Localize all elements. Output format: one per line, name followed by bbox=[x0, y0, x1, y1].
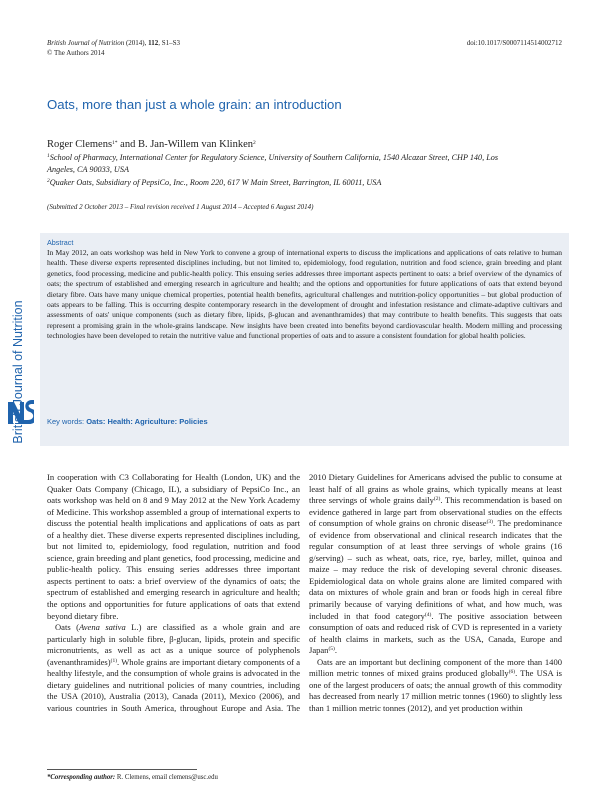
text-run: . Whole grains are important dietary com… bbox=[47, 472, 562, 713]
text-run: . The positive association between consu… bbox=[309, 610, 562, 656]
text-run: Roger Clemens bbox=[47, 139, 113, 150]
text-run: Oats are an important but declining comp… bbox=[309, 656, 562, 679]
text-run: L.) are classified as a whole grain and … bbox=[47, 622, 300, 667]
superscript: (4) bbox=[424, 611, 432, 618]
keywords: Key words: Oats: Health: Agriculture: Po… bbox=[47, 417, 208, 426]
affiliation: 2Quaker Oats, Subsidiary of PepsiCo, Inc… bbox=[47, 177, 517, 189]
text-run: , S1–S3 bbox=[158, 39, 181, 47]
authors: Roger Clemens1* and B. Jan-Willem van Kl… bbox=[47, 139, 256, 150]
body-text: In cooperation with C3 Collaborating for… bbox=[47, 472, 562, 724]
superscript: 2 bbox=[47, 178, 50, 184]
superscript: (6) bbox=[508, 669, 516, 676]
superscript: (5) bbox=[328, 646, 335, 653]
text-run: In cooperation with C3 Collaborating for… bbox=[47, 472, 300, 621]
superscript: (1) bbox=[110, 657, 118, 664]
journal-logo bbox=[8, 400, 34, 424]
keywords-value: Oats: Health: Agriculture: Policies bbox=[86, 417, 208, 426]
superscript: 2 bbox=[253, 140, 256, 146]
paragraph: In cooperation with C3 Collaborating for… bbox=[47, 472, 300, 622]
text-run: and B. Jan-Willem van Klinken bbox=[117, 139, 253, 150]
bold-run: 112 bbox=[148, 39, 159, 47]
text-run: Oats ( bbox=[55, 622, 79, 633]
text-run: . The predominance of evidence from obse… bbox=[309, 518, 562, 621]
text-run: . The USA is one of the largest producer… bbox=[309, 668, 562, 713]
superscript: 1 bbox=[47, 153, 50, 159]
submission-dates: (Submitted 2 October 2013 – Final revisi… bbox=[47, 203, 314, 211]
doi: doi:10.1017/S0007114514002712 bbox=[466, 39, 562, 47]
abstract-heading: Abstract bbox=[47, 238, 74, 247]
text-run: (2014), bbox=[124, 39, 149, 47]
bold-run: *Corresponding author: bbox=[47, 774, 116, 781]
superscript: (3) bbox=[486, 519, 494, 526]
text-run: . This recommendation is based on eviden… bbox=[309, 495, 562, 529]
text-run: R. Clemens, email clemens@usc.edu bbox=[115, 774, 218, 781]
text-run: . bbox=[334, 645, 338, 656]
paragraph: Oats (Avena sativa L.) are classified as… bbox=[47, 472, 562, 724]
paragraph: Oats are an important but declining comp… bbox=[309, 657, 562, 715]
text-run: School of Pharmacy, International Center… bbox=[47, 153, 499, 174]
text-run: Quaker Oats, Subsidiary of PepsiCo, Inc.… bbox=[49, 178, 382, 187]
keywords-label: Key words: bbox=[47, 417, 85, 426]
running-header: British Journal of Nutrition (2014), 112… bbox=[47, 39, 180, 58]
footnote: *Corresponding author: R. Clemens, email… bbox=[47, 774, 218, 781]
affiliation: 1School of Pharmacy, International Cente… bbox=[47, 152, 517, 175]
superscript: (2) bbox=[433, 496, 441, 503]
sidebar: British Journal of Nutrition bbox=[8, 300, 34, 444]
footnote-rule bbox=[47, 769, 197, 770]
italic-run: Avena sativa bbox=[78, 622, 126, 633]
article-title: Oats, more than just a whole grain: an i… bbox=[47, 97, 342, 112]
copyright: © The Authors 2014 bbox=[47, 48, 105, 57]
abstract-text: In May 2012, an oats workshop was held i… bbox=[47, 248, 562, 341]
abstract-box bbox=[40, 233, 569, 446]
citation: British Journal of Nutrition (2014), 112… bbox=[47, 39, 180, 49]
italic-run: British Journal of Nutrition bbox=[47, 39, 125, 47]
superscript: 1* bbox=[112, 140, 118, 146]
